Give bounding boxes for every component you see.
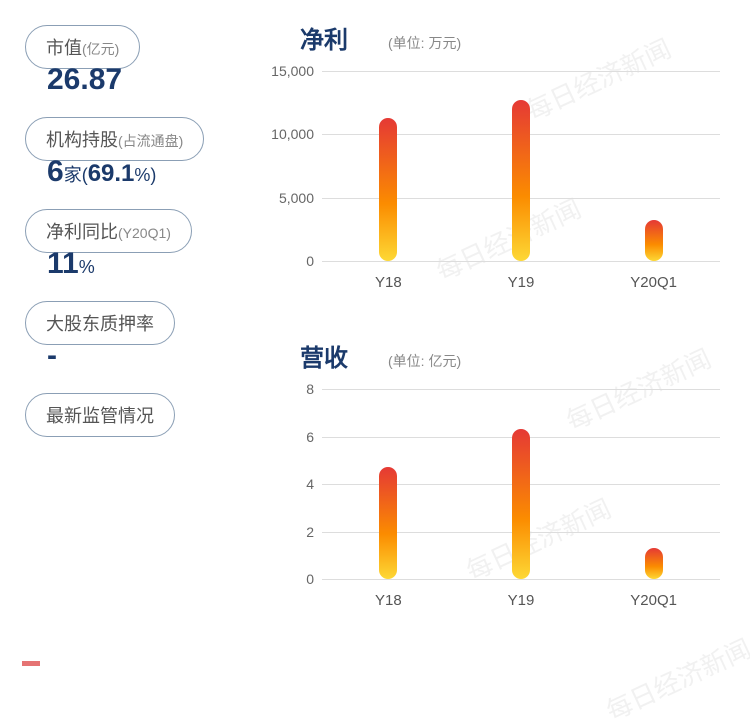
revenue-ytick: 8 (306, 381, 314, 397)
revenue-bars (322, 389, 720, 579)
revenue-ytick: 2 (306, 524, 314, 540)
metric-market-cap: 市值(亿元) 26.87 (25, 25, 240, 97)
main-container: 市值(亿元) 26.87 机构持股(占流通盘) 6家(69.1%) 净利同比(Y… (0, 0, 750, 676)
revenue-chart-unit: (单位: 亿元) (388, 351, 461, 371)
inst-holding-count-unit: 家 (64, 165, 82, 185)
bar (379, 467, 397, 579)
profit-plot: Y18 Y19 Y20Q1 (322, 61, 730, 291)
metric-regulatory: 最新监管情况 (25, 393, 240, 437)
profit-xlabel: Y20Q1 (588, 274, 719, 291)
revenue-ytick: 0 (306, 571, 314, 587)
profit-ytick: 15,000 (271, 63, 314, 79)
profit-chart-area: 15,000 10,000 5,000 0 Y1 (260, 61, 730, 291)
inst-holding-sub: (占流通盘) (118, 133, 183, 149)
profit-chart-title: 净利 (300, 20, 348, 55)
revenue-ytick: 6 (306, 429, 314, 445)
revenue-chart: 营收 (单位: 亿元) 8 6 4 2 0 (260, 338, 730, 656)
revenue-chart-header: 营收 (单位: 亿元) (260, 338, 730, 373)
gridline (322, 261, 720, 262)
inst-holding-count: 6 (47, 155, 64, 188)
market-cap-sub: (亿元) (82, 41, 119, 57)
profit-bars (322, 71, 720, 261)
market-cap-value: 26.87 (25, 63, 240, 97)
bar (512, 429, 530, 579)
revenue-chart-area: 8 6 4 2 0 (260, 379, 730, 609)
market-cap-label: 市值 (46, 38, 82, 58)
profit-x-labels: Y18 Y19 Y20Q1 (322, 274, 720, 291)
revenue-x-labels: Y18 Y19 Y20Q1 (322, 592, 720, 609)
inst-holding-pct-unit: % (134, 165, 150, 185)
revenue-chart-title: 营收 (300, 338, 348, 373)
profit-chart-unit: (单位: 万元) (388, 33, 461, 53)
revenue-xlabel: Y19 (455, 592, 586, 609)
metrics-sidebar: 市值(亿元) 26.87 机构持股(占流通盘) 6家(69.1%) 净利同比(Y… (0, 0, 260, 676)
inst-holding-label: 机构持股 (46, 130, 118, 150)
profit-chart: 净利 (单位: 万元) 15,000 10,000 5,000 0 (260, 20, 730, 338)
bar (512, 100, 530, 261)
regulatory-label: 最新监管情况 (46, 406, 154, 426)
profit-ytick: 5,000 (279, 190, 314, 206)
profit-bar-y20q1 (588, 220, 719, 261)
profit-ytick: 0 (306, 253, 314, 269)
profit-yoy-number: 11 (47, 247, 79, 280)
revenue-xlabel: Y18 (323, 592, 454, 609)
bar (645, 220, 663, 261)
metric-inst-holding: 机构持股(占流通盘) 6家(69.1%) (25, 117, 240, 189)
regulatory-pill: 最新监管情况 (25, 393, 175, 437)
profit-y-axis: 15,000 10,000 5,000 0 (260, 61, 322, 291)
profit-yoy-unit: % (79, 257, 95, 277)
profit-yoy-sub: (Y20Q1) (118, 225, 171, 241)
pledge-label: 大股东质押率 (46, 314, 154, 334)
revenue-bar-y19 (455, 429, 586, 579)
profit-xlabel: Y18 (323, 274, 454, 291)
charts-column: 净利 (单位: 万元) 15,000 10,000 5,000 0 (260, 0, 750, 676)
gridline (322, 579, 720, 580)
metric-profit-yoy: 净利同比(Y20Q1) 11% (25, 209, 240, 281)
revenue-bar-y18 (323, 467, 454, 579)
bar (645, 548, 663, 579)
profit-chart-header: 净利 (单位: 万元) (260, 20, 730, 55)
revenue-xlabel: Y20Q1 (588, 592, 719, 609)
bar (379, 118, 397, 261)
profit-ytick: 10,000 (271, 126, 314, 142)
revenue-plot: Y18 Y19 Y20Q1 (322, 379, 730, 609)
paren-close: ) (150, 165, 156, 185)
revenue-bar-y20q1 (588, 548, 719, 579)
revenue-ytick: 4 (306, 476, 314, 492)
revenue-y-axis: 8 6 4 2 0 (260, 379, 322, 609)
profit-bar-y19 (455, 100, 586, 261)
metric-pledge: 大股东质押率 - (25, 301, 240, 373)
profit-yoy-label: 净利同比 (46, 222, 118, 242)
inst-holding-pct: 69.1 (88, 160, 135, 187)
profit-bar-y18 (323, 118, 454, 261)
profit-xlabel: Y19 (455, 274, 586, 291)
inst-holding-value: 6家(69.1%) (25, 155, 240, 189)
